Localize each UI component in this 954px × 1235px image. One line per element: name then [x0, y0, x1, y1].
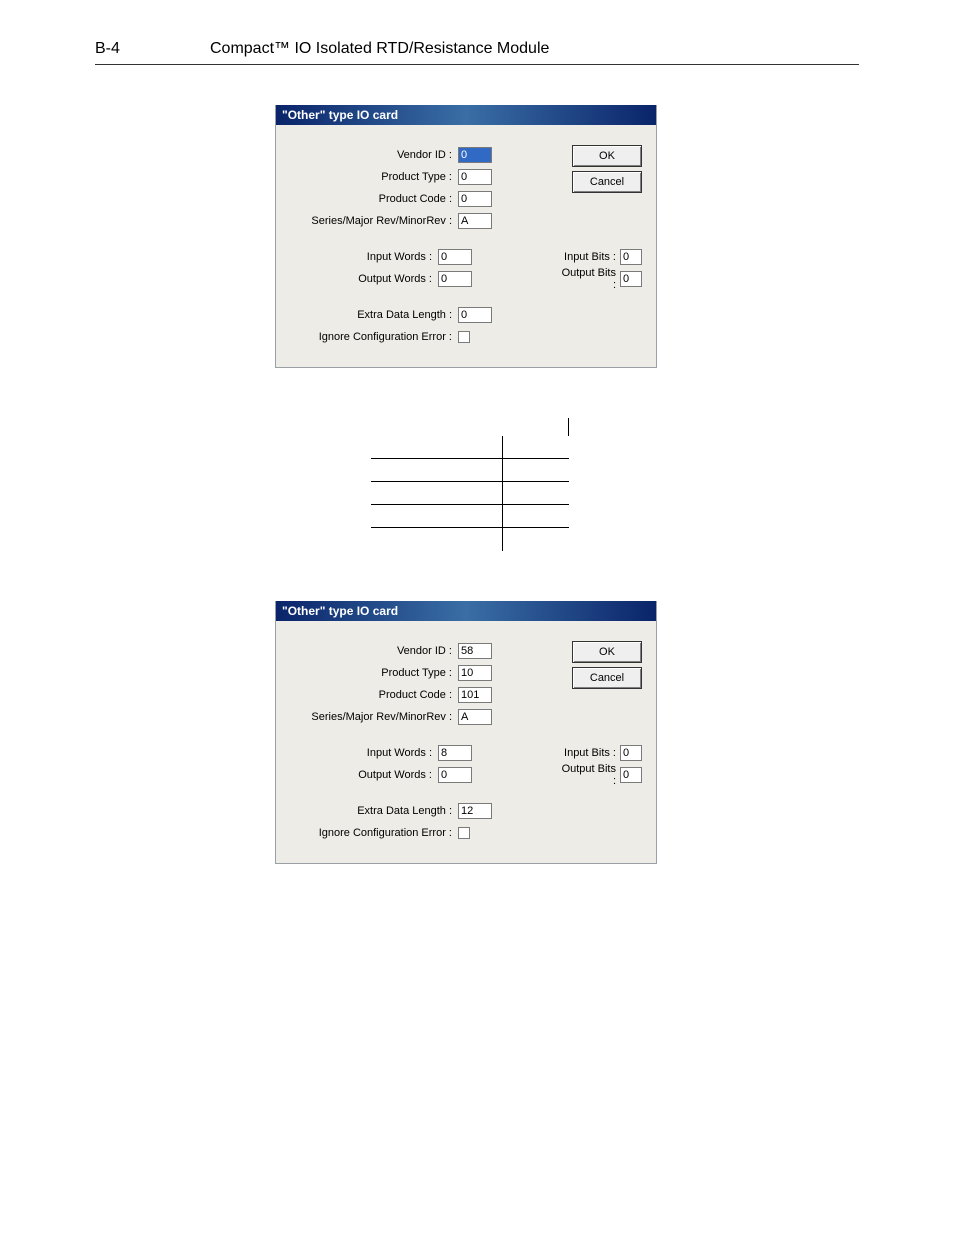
input-vendor-id[interactable] [458, 643, 492, 659]
label-ignore-config-error: Ignore Configuration Error : [290, 331, 458, 343]
label-vendor-id: Vendor ID : [290, 149, 458, 161]
io-card-dialog-1: "Other" type IO card OK Cancel Vendor ID… [275, 105, 657, 368]
row-series: Series/Major Rev/MinorRev : [290, 707, 642, 727]
label-product-code: Product Code : [290, 193, 458, 205]
input-output-bits[interactable] [620, 767, 642, 783]
label-series: Series/Major Rev/MinorRev : [290, 215, 458, 227]
dialog-title: "Other" type IO card [276, 105, 656, 125]
label-vendor-id: Vendor ID : [290, 645, 458, 657]
output-bits-group: Output Bits : [556, 763, 642, 787]
input-extra-data-length[interactable] [458, 307, 492, 323]
checkbox-ignore-config-error[interactable] [458, 827, 470, 839]
row-series: Series/Major Rev/MinorRev : [290, 211, 642, 231]
table-row [371, 436, 569, 459]
row-extra-data-length: Extra Data Length : [290, 305, 642, 325]
label-extra-data-length: Extra Data Length : [290, 309, 458, 321]
input-input-words[interactable] [438, 745, 472, 761]
input-output-bits[interactable] [620, 271, 642, 287]
row-ignore-config-error: Ignore Configuration Error : [290, 823, 642, 843]
label-product-type: Product Type : [290, 171, 458, 183]
label-extra-data-length: Extra Data Length : [290, 805, 458, 817]
label-output-words: Output Words : [290, 273, 438, 285]
input-output-words[interactable] [438, 271, 472, 287]
input-product-code[interactable] [458, 191, 492, 207]
label-product-code: Product Code : [290, 689, 458, 701]
label-series: Series/Major Rev/MinorRev : [290, 711, 458, 723]
cancel-button[interactable]: Cancel [572, 667, 642, 689]
label-input-bits: Input Bits : [556, 251, 620, 263]
output-bits-group: Output Bits : [556, 267, 642, 291]
dialog-button-column: OK Cancel [572, 145, 642, 193]
label-ignore-config-error: Ignore Configuration Error : [290, 827, 458, 839]
ok-button[interactable]: OK [572, 641, 642, 663]
label-output-bits: Output Bits : [556, 267, 620, 291]
input-bits-group: Input Bits : [556, 745, 642, 761]
dialog-body: OK Cancel Vendor ID : Product Type : Pro… [276, 125, 656, 367]
table-row [371, 528, 569, 551]
input-vendor-id[interactable] [458, 147, 492, 163]
label-input-bits: Input Bits : [556, 747, 620, 759]
input-product-code[interactable] [458, 687, 492, 703]
page-title: Compact™ IO Isolated RTD/Resistance Modu… [210, 40, 549, 58]
input-bits-group: Input Bits : [556, 249, 642, 265]
input-extra-data-length[interactable] [458, 803, 492, 819]
row-input-words: Input Words : Input Bits : [290, 247, 642, 267]
row-output-words: Output Words : Output Bits : [290, 765, 642, 785]
input-output-words[interactable] [438, 767, 472, 783]
input-input-words[interactable] [438, 249, 472, 265]
page-number: B-4 [95, 40, 210, 58]
label-output-bits: Output Bits : [556, 763, 620, 787]
input-series[interactable] [458, 709, 492, 725]
input-product-type[interactable] [458, 665, 492, 681]
cancel-button[interactable]: Cancel [572, 171, 642, 193]
input-input-bits[interactable] [620, 745, 642, 761]
table-row [371, 482, 569, 505]
row-ignore-config-error: Ignore Configuration Error : [290, 327, 642, 347]
label-input-words: Input Words : [290, 251, 438, 263]
checkbox-ignore-config-error[interactable] [458, 331, 470, 343]
row-output-words: Output Words : Output Bits : [290, 269, 642, 289]
mid-table [371, 418, 569, 551]
dialog-title: "Other" type IO card [276, 601, 656, 621]
dialog-body: OK Cancel Vendor ID : Product Type : Pro… [276, 621, 656, 863]
table-row [371, 505, 569, 528]
table-row [371, 459, 569, 482]
row-input-words: Input Words : Input Bits : [290, 743, 642, 763]
label-output-words: Output Words : [290, 769, 438, 781]
ok-button[interactable]: OK [572, 145, 642, 167]
input-input-bits[interactable] [620, 249, 642, 265]
dialog-button-column: OK Cancel [572, 641, 642, 689]
label-input-words: Input Words : [290, 747, 438, 759]
label-product-type: Product Type : [290, 667, 458, 679]
page: B-4 Compact™ IO Isolated RTD/Resistance … [0, 0, 954, 1235]
input-product-type[interactable] [458, 169, 492, 185]
input-series[interactable] [458, 213, 492, 229]
row-extra-data-length: Extra Data Length : [290, 801, 642, 821]
io-card-dialog-2: "Other" type IO card OK Cancel Vendor ID… [275, 601, 657, 864]
page-header: B-4 Compact™ IO Isolated RTD/Resistance … [95, 40, 859, 65]
